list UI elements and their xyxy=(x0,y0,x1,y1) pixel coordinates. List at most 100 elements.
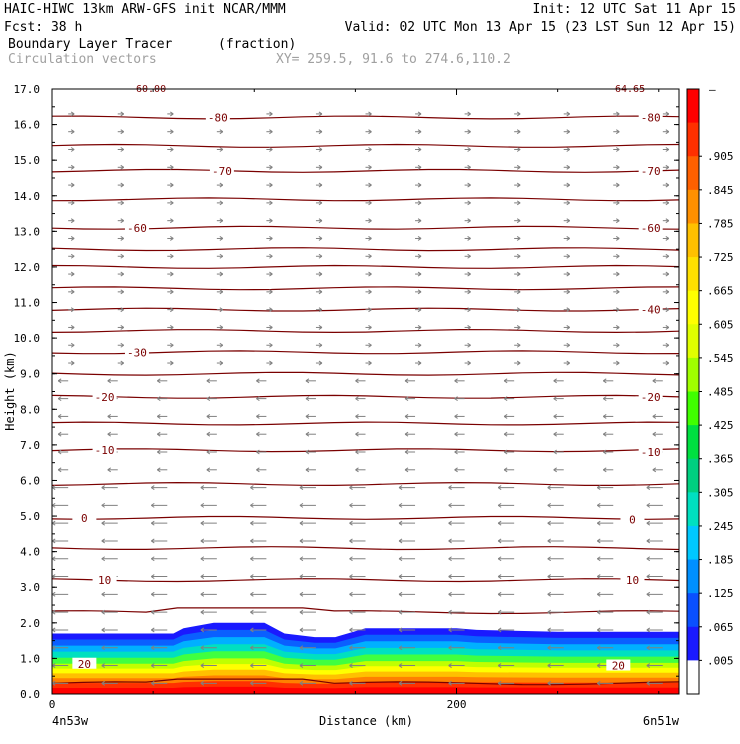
vector-arrowhead xyxy=(157,413,161,419)
vector-arrowhead xyxy=(566,129,570,135)
vector-arrowhead xyxy=(417,360,422,366)
vector-arrowhead xyxy=(553,467,557,473)
contour-label-bg xyxy=(638,164,663,176)
vector-arrowhead xyxy=(120,289,125,295)
vector-arrowhead xyxy=(51,591,56,597)
vector-arrowhead xyxy=(467,111,471,117)
vector-arrowhead xyxy=(503,396,508,402)
vector-arrowhead xyxy=(70,200,75,206)
vector-arrowhead xyxy=(596,609,601,615)
contour-label-bg xyxy=(638,221,663,233)
colorbar-label: .905 xyxy=(707,150,734,163)
vector-arrowhead xyxy=(157,431,161,437)
vector-arrowhead xyxy=(602,413,607,419)
colorbar-label: .545 xyxy=(707,352,734,365)
vector-arrowhead xyxy=(665,111,670,117)
vector-arrowhead xyxy=(349,574,353,579)
vector-arrowhead xyxy=(51,538,56,544)
vector-arrowhead xyxy=(417,182,422,188)
vector-arrowhead xyxy=(318,253,323,259)
contour-label: -60 xyxy=(127,222,147,235)
vector-arrowhead xyxy=(665,129,670,135)
vector-arrowhead xyxy=(170,325,174,330)
contour-label: 10 xyxy=(626,574,639,587)
vector-arrowhead xyxy=(299,680,304,686)
colorbar-segment xyxy=(687,156,699,191)
vector-arrowhead xyxy=(269,164,273,170)
vector-arrowhead xyxy=(467,253,471,259)
vector-arrowhead xyxy=(596,663,601,668)
vector-arrowhead xyxy=(170,111,174,117)
vector-arrowhead xyxy=(120,164,125,170)
vector-arrowhead xyxy=(299,591,304,597)
vector-arrowhead xyxy=(349,502,353,508)
vector-arrowhead xyxy=(467,164,471,170)
vector-arrowhead xyxy=(318,360,323,366)
x-tick-label: 200 xyxy=(447,698,467,711)
contour-label: 0 xyxy=(629,514,636,527)
contour-label: 20 xyxy=(78,658,91,671)
vector-arrowhead xyxy=(497,609,502,615)
colorbar-label: .185 xyxy=(707,554,734,567)
vector-arrowhead xyxy=(665,218,670,224)
vector-arrowhead xyxy=(57,413,62,419)
vector-arrowhead xyxy=(107,378,112,384)
vector-arrowhead xyxy=(51,556,56,562)
y-tick-label: 14.0 xyxy=(14,190,41,203)
y-tick-label: 4.0 xyxy=(20,546,40,559)
vector-arrowhead xyxy=(70,307,75,313)
vector-arrowhead xyxy=(665,253,670,259)
vector-arrowhead xyxy=(596,574,601,579)
y-tick-label: 16.0 xyxy=(14,119,41,132)
vector-arrowhead xyxy=(516,342,521,348)
vector-arrowhead xyxy=(51,627,56,633)
vector-arrowhead xyxy=(368,342,372,348)
vector-arrowhead xyxy=(566,164,570,170)
vector-arrowhead xyxy=(398,485,403,491)
vector-arrowhead xyxy=(368,111,372,117)
vector-arrowhead xyxy=(646,663,651,668)
vector-arrowhead xyxy=(646,645,651,651)
vector-arrowhead xyxy=(70,129,75,135)
vector-arrowhead xyxy=(269,307,273,313)
colorbar-label: .365 xyxy=(707,453,734,466)
vector-arrowhead xyxy=(318,164,323,170)
vector-arrowhead xyxy=(151,645,155,651)
vector-arrowhead xyxy=(646,538,651,544)
vector-arrowhead xyxy=(553,413,557,419)
vector-arrowhead xyxy=(547,591,551,597)
contour-label-bg xyxy=(638,446,663,457)
vector-arrowhead xyxy=(665,342,670,348)
vector-arrowhead xyxy=(70,253,75,259)
vector-arrowhead xyxy=(51,680,56,686)
vector-arrowhead xyxy=(448,485,452,491)
vector-arrowhead xyxy=(566,360,570,366)
vector-arrowhead xyxy=(269,289,273,295)
vector-arrowhead xyxy=(547,680,551,686)
vector-arrowhead xyxy=(547,556,551,562)
vector-arrowhead xyxy=(151,556,155,562)
contour-label-bg xyxy=(72,657,97,669)
y-tick-label: 8.0 xyxy=(20,403,40,416)
contour-label: -70 xyxy=(641,165,661,178)
temperature-contour xyxy=(51,264,680,269)
vector-arrowhead xyxy=(497,520,502,526)
temperature-contour xyxy=(51,421,680,426)
colorbar-label: .005 xyxy=(707,654,734,667)
vector-arrowhead xyxy=(200,663,205,668)
y-tick-label: 0.0 xyxy=(20,688,40,701)
vector-arrowhead xyxy=(299,663,304,668)
vector-arrowhead xyxy=(615,307,620,313)
colorbar-segment xyxy=(687,357,699,392)
header-title: HAIC-HIWC 13km ARW-GFS init NCAR/MMM xyxy=(4,2,286,17)
vector-arrowhead xyxy=(219,307,224,313)
temperature-contour xyxy=(51,328,680,334)
vector-arrowhead xyxy=(516,182,521,188)
y-tick-label: 5.0 xyxy=(20,510,40,523)
vector-arrowhead xyxy=(516,147,521,152)
vector-arrowhead xyxy=(398,663,403,668)
vector-arrowhead xyxy=(299,609,304,615)
vector-arrowhead xyxy=(615,111,620,117)
vector-arrowhead xyxy=(120,325,125,330)
